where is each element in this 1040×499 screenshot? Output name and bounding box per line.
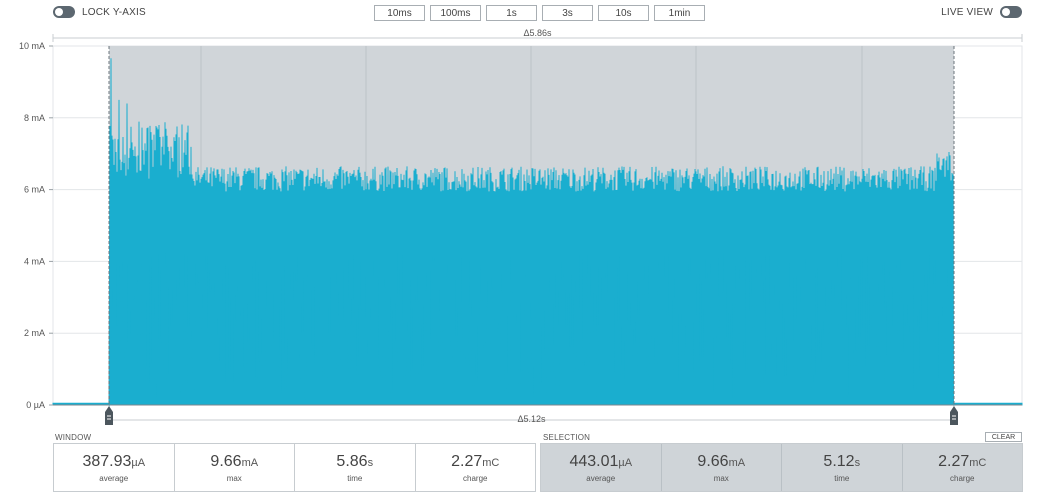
switch-knob xyxy=(1002,8,1010,16)
lock-y-axis-label: LOCK Y-AXIS xyxy=(82,6,146,18)
zoom-10ms-button[interactable]: 10ms xyxy=(374,5,425,21)
lock-y-axis-switch[interactable] xyxy=(53,6,75,18)
stat-label: time xyxy=(347,473,363,483)
stat-unit: µA xyxy=(131,456,146,469)
switch-knob xyxy=(55,8,63,16)
window-stats-panel: 387.93µA average 9.66mA max 5.86s time 2… xyxy=(53,443,536,492)
window-delta-label: Δ5.86s xyxy=(523,28,552,38)
stat-unit: mA xyxy=(241,456,259,469)
selection-time-stat: 5.12s time xyxy=(782,444,903,491)
y-tick-label: 0 µA xyxy=(26,400,45,410)
selection-max-stat: 9.66mA max xyxy=(662,444,782,491)
stat-unit: s xyxy=(367,456,374,469)
live-view-label: LIVE VIEW xyxy=(941,6,993,18)
window-charge-stat: 2.27mC charge xyxy=(416,444,536,491)
current-chart[interactable]: 10 mA 8 mA 6 mA 4 mA 2 mA 0 µA Δ5.86s Δ5.12s xyxy=(0,0,1040,430)
y-tick-label: 4 mA xyxy=(24,256,45,266)
stat-label: max xyxy=(226,473,242,483)
window-header: WINDOW xyxy=(55,433,92,442)
stat-value: 5.12 xyxy=(823,452,855,470)
stat-value: 443.01 xyxy=(569,452,619,470)
selection-header: SELECTION xyxy=(543,433,591,442)
stat-value: 387.93 xyxy=(82,452,132,470)
stat-label: charge xyxy=(950,473,975,483)
stat-unit: mC xyxy=(969,456,987,469)
y-tick-label: 6 mA xyxy=(24,185,45,195)
stat-label: max xyxy=(713,473,729,483)
stat-unit: mC xyxy=(482,456,500,469)
stat-label: average xyxy=(586,473,616,483)
selection-charge-stat: 2.27mC charge xyxy=(903,444,1023,491)
stat-value: 9.66 xyxy=(210,452,242,470)
zoom-1s-button[interactable]: 1s xyxy=(486,5,537,21)
window-time-stat: 5.86s time xyxy=(295,444,416,491)
zoom-1min-button[interactable]: 1min xyxy=(654,5,705,21)
stat-value: 2.27 xyxy=(451,452,483,470)
lock-y-axis-toggle[interactable]: LOCK Y-AXIS xyxy=(53,6,146,18)
stat-label: time xyxy=(834,473,850,483)
y-tick-label: 10 mA xyxy=(19,41,45,51)
stat-value: 2.27 xyxy=(938,452,970,470)
stat-unit: mA xyxy=(728,456,746,469)
live-view-switch[interactable] xyxy=(1000,6,1022,18)
zoom-10s-button[interactable]: 10s xyxy=(598,5,649,21)
stat-label: average xyxy=(99,473,129,483)
y-axis-ticks: 10 mA 8 mA 6 mA 4 mA 2 mA 0 µA xyxy=(19,41,53,410)
window-average-stat: 387.93µA average xyxy=(54,444,175,491)
clear-selection-button[interactable]: CLEAR xyxy=(985,432,1022,442)
current-series xyxy=(52,58,1023,407)
live-view-toggle[interactable]: LIVE VIEW xyxy=(941,6,1022,18)
window-max-stat: 9.66mA max xyxy=(175,444,295,491)
stat-unit: µA xyxy=(618,456,633,469)
y-tick-label: 8 mA xyxy=(24,113,45,123)
stat-unit: s xyxy=(854,456,861,469)
zoom-3s-button[interactable]: 3s xyxy=(542,5,593,21)
stat-value: 5.86 xyxy=(336,452,368,470)
y-tick-label: 2 mA xyxy=(24,328,45,338)
selection-stats-panel: 443.01µA average 9.66mA max 5.12s time 2… xyxy=(540,443,1023,492)
zoom-100ms-button[interactable]: 100ms xyxy=(430,5,481,21)
zoom-button-group: 10ms 100ms 1s 3s 10s 1min xyxy=(374,5,705,21)
stat-label: charge xyxy=(463,473,488,483)
selection-delta-label: Δ5.12s xyxy=(517,414,546,424)
stat-value: 9.66 xyxy=(697,452,729,470)
selection-average-stat: 443.01µA average xyxy=(541,444,662,491)
